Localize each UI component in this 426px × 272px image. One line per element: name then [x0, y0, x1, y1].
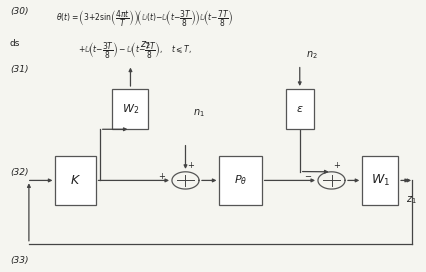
Text: +: +	[158, 172, 165, 181]
Text: ds: ds	[10, 39, 20, 48]
Text: $+ \mathbb{U}\!\left(t{-}\dfrac{3T}{8}\right)- \mathbb{U}\!\left(t{-}\dfrac{7T}{: $+ \mathbb{U}\!\left(t{-}\dfrac{3T}{8}\r…	[78, 41, 191, 61]
Text: (32): (32)	[10, 168, 29, 177]
Text: −: −	[304, 172, 311, 181]
Text: $z_2$: $z_2$	[140, 39, 151, 51]
Text: $W_2$: $W_2$	[122, 102, 139, 116]
FancyBboxPatch shape	[112, 89, 148, 129]
Text: $n_1$: $n_1$	[193, 107, 204, 119]
Text: (30): (30)	[10, 7, 29, 16]
FancyBboxPatch shape	[286, 89, 314, 129]
Text: $W_1$: $W_1$	[371, 173, 390, 188]
Text: $P_\theta$: $P_\theta$	[234, 174, 247, 187]
Text: $K$: $K$	[70, 174, 81, 187]
Text: +: +	[333, 160, 340, 169]
Text: $z_1$: $z_1$	[406, 194, 416, 206]
Text: (31): (31)	[10, 65, 29, 74]
FancyBboxPatch shape	[362, 156, 398, 205]
FancyBboxPatch shape	[55, 156, 95, 205]
Text: $\epsilon$: $\epsilon$	[296, 104, 304, 114]
Text: $\theta(t) = \left(3{+}2\sin\!\left(\dfrac{4\pi t}{T}\right)\right)\!\left(\math: $\theta(t) = \left(3{+}2\sin\!\left(\dfr…	[56, 8, 234, 29]
Text: (33): (33)	[10, 256, 29, 265]
FancyBboxPatch shape	[219, 156, 262, 205]
Text: +: +	[187, 160, 194, 169]
Text: $n_2$: $n_2$	[306, 49, 318, 61]
